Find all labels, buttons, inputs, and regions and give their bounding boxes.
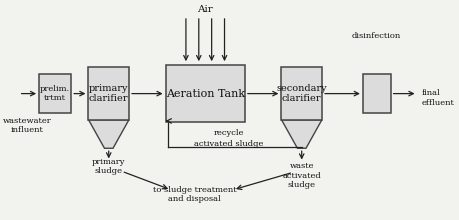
Text: primary
sludge: primary sludge: [92, 158, 125, 175]
Text: to sludge treatment
and disposal: to sludge treatment and disposal: [153, 185, 236, 203]
Text: disinfection: disinfection: [352, 32, 401, 40]
Polygon shape: [281, 120, 322, 148]
Text: secondary
clarifier: secondary clarifier: [276, 84, 327, 103]
Text: waste
activated
sludge: waste activated sludge: [282, 162, 321, 189]
Text: final
effluent: final effluent: [422, 89, 455, 106]
Text: recycle: recycle: [213, 129, 244, 137]
Text: primary
clarifier: primary clarifier: [89, 84, 129, 103]
Text: activated sludge: activated sludge: [194, 140, 263, 148]
Text: Aeration Tank: Aeration Tank: [166, 89, 245, 99]
Bar: [39, 74, 71, 113]
Polygon shape: [89, 120, 129, 148]
Text: wastewater
influent: wastewater influent: [3, 117, 51, 134]
Bar: [89, 67, 129, 120]
Bar: [166, 65, 245, 122]
Text: Air: Air: [197, 5, 213, 14]
Bar: [363, 74, 391, 113]
Text: prelim.
trtmt: prelim. trtmt: [40, 85, 70, 102]
Bar: [281, 67, 322, 120]
